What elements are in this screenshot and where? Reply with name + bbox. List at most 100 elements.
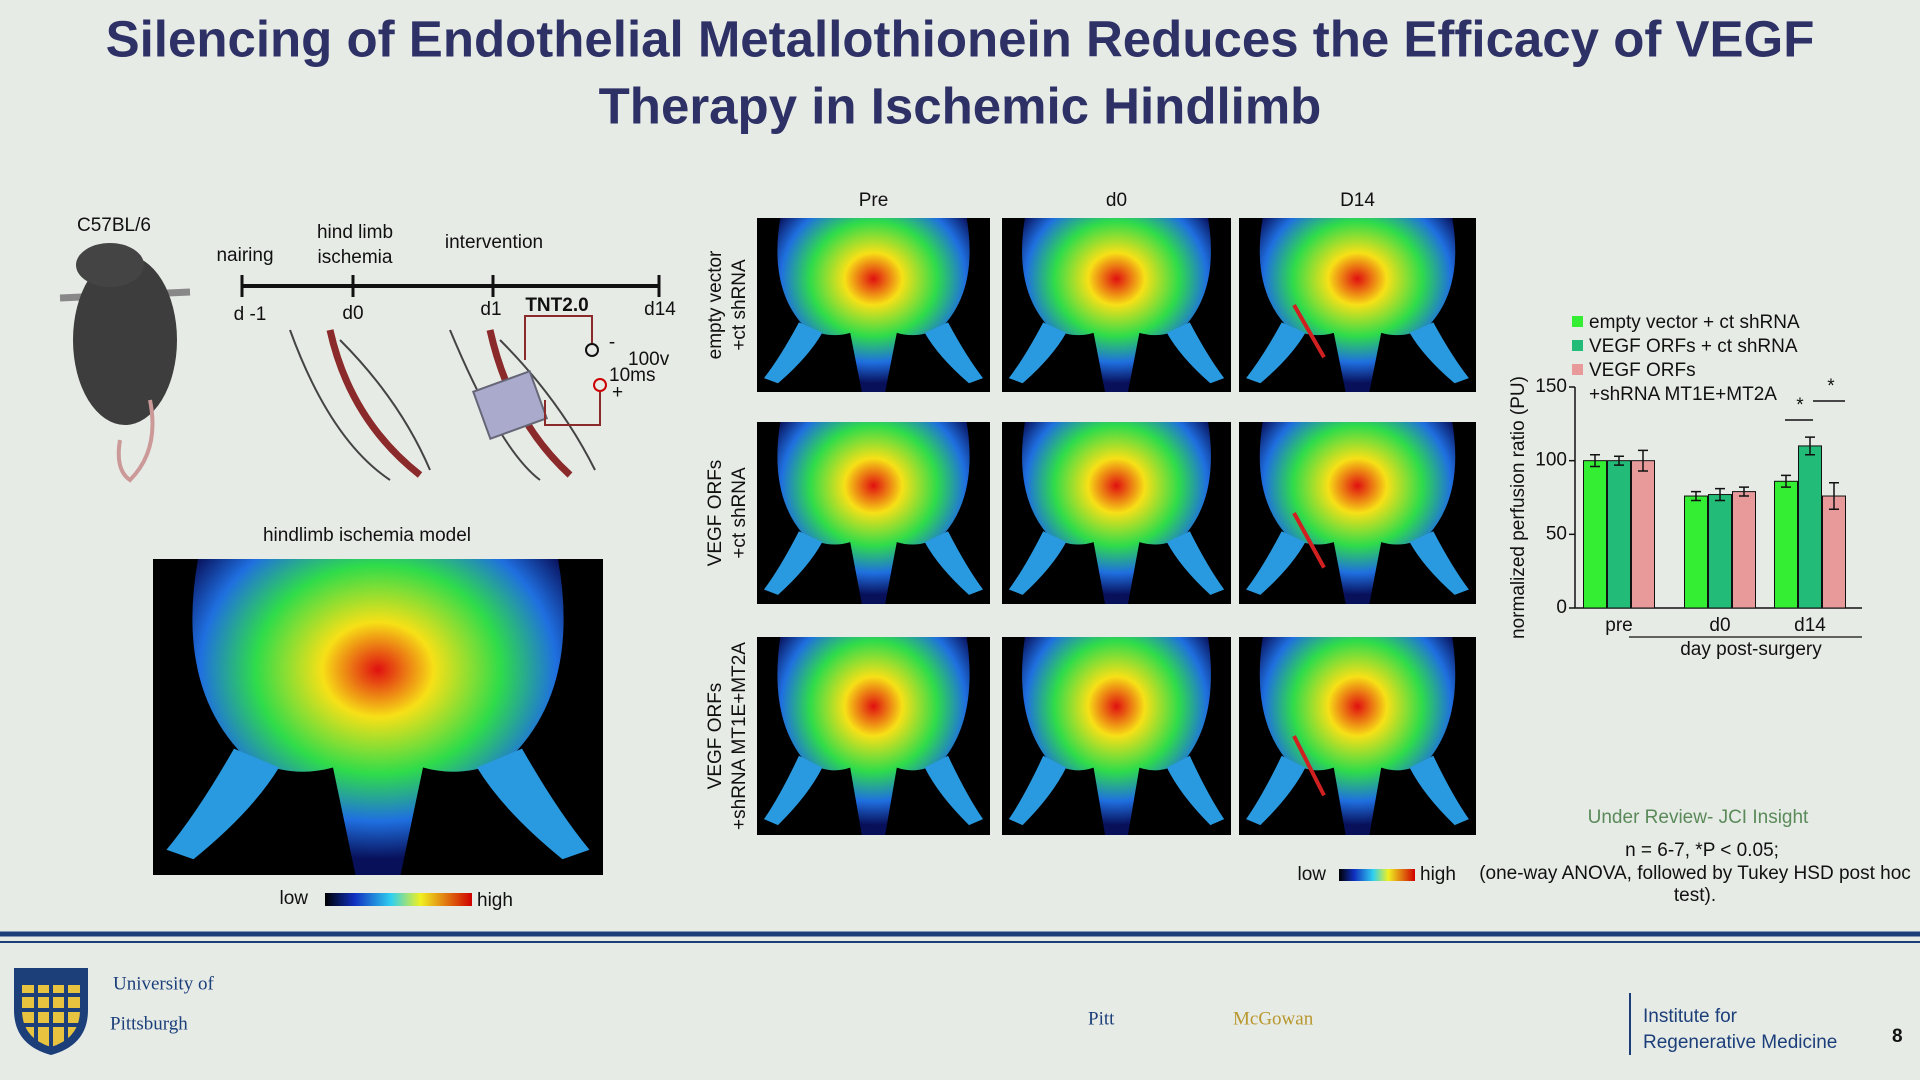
legend-item: VEGF ORFs +shRNA MT1E+MT2A — [1572, 359, 1800, 407]
mcgowan-logo: McGowan — [1233, 1008, 1314, 1029]
y-tick-label: 50 — [1546, 523, 1567, 544]
row-label: +shRNA MT1E+MT2A — [729, 642, 750, 830]
error-bar — [1715, 487, 1725, 502]
timeline-ticks — [240, 275, 661, 297]
title: Therapy in Ischemic Hindlimb — [599, 77, 1322, 134]
bar — [1774, 480, 1798, 609]
arrow — [1292, 735, 1326, 797]
y-tick-label: 150 — [1535, 376, 1567, 397]
device: TNT2.0 — [525, 295, 588, 316]
institute: Regenerative Medicine — [1643, 1032, 1837, 1053]
review-note: Under Review- JCI Insight — [1588, 807, 1809, 828]
error-bar — [1805, 436, 1815, 456]
scan-image — [757, 218, 990, 392]
row-label: VEGF ORFs — [705, 683, 726, 790]
arrow — [1292, 512, 1326, 569]
y-tick-label: 100 — [1535, 450, 1567, 471]
column-label: D14 — [1340, 190, 1375, 211]
y-tick-label: 0 — [1556, 597, 1567, 618]
column-label: d0 — [1106, 190, 1127, 211]
pitt-logo: Pitt — [1088, 1008, 1115, 1029]
limb-sketch — [289, 315, 607, 481]
model-title: hindlimb ischemia model — [263, 525, 471, 546]
electrode-label: 10ms — [609, 365, 655, 386]
colorbar-low: low — [1297, 864, 1326, 885]
day: d0 — [342, 303, 363, 324]
institute: Institute for — [1643, 1006, 1738, 1027]
step: nairing — [216, 245, 273, 266]
bar — [1631, 460, 1655, 609]
row-label: VEGF ORFs — [705, 460, 726, 567]
scan-image — [1002, 218, 1231, 392]
step: ischemia — [318, 247, 393, 268]
row-label: empty vector — [705, 250, 726, 359]
error-bar — [1590, 454, 1600, 468]
legend-swatch — [1572, 316, 1583, 327]
electrode-label: + — [612, 382, 623, 403]
error-bar — [1691, 490, 1701, 502]
legend-label: VEGF ORFs +shRNA MT1E+MT2A — [1589, 360, 1777, 405]
error-bar — [1614, 455, 1624, 466]
arrow — [1292, 304, 1326, 359]
day: d -1 — [234, 304, 267, 325]
legend-item: VEGF ORFs + ct shRNA — [1572, 335, 1800, 359]
row-label: +ct shRNA — [729, 467, 750, 559]
step: intervention — [445, 232, 543, 253]
university: Pittsburgh — [110, 1013, 188, 1034]
strain: C57BL/6 — [77, 215, 151, 236]
bar — [1583, 460, 1607, 609]
scan-image — [1239, 422, 1476, 604]
x-axis-label: day post-surgery — [1680, 639, 1822, 660]
stats-note: n = 6-7, *P < 0.05; — [1625, 840, 1779, 861]
step: hind limb — [317, 222, 393, 243]
x-tick-label: d0 — [1709, 615, 1730, 636]
error-bar — [1739, 486, 1749, 497]
university: University of — [113, 973, 214, 994]
bar — [1798, 445, 1822, 609]
scan-image — [1239, 637, 1476, 835]
column-label: Pre — [859, 190, 889, 211]
error-bar — [1781, 474, 1791, 488]
legend-item: empty vector + ct shRNA — [1572, 311, 1800, 335]
scan-image — [757, 422, 990, 604]
electrode-label: - — [609, 332, 615, 353]
significance: * — [1827, 376, 1835, 397]
scan-image — [1002, 637, 1231, 835]
colorbar — [325, 893, 472, 906]
significance: * — [1796, 395, 1804, 416]
y-axis-label: normalized perfusion ratio (PU) — [1508, 376, 1529, 639]
scan-image — [757, 637, 990, 835]
colorbar-low: low — [279, 888, 308, 909]
legend-swatch — [1572, 364, 1583, 375]
model-image — [153, 559, 603, 875]
bar — [1607, 460, 1631, 609]
pitt-shield — [14, 968, 88, 1055]
bar — [1708, 494, 1732, 609]
electrode-label: 100v — [628, 349, 670, 370]
scan-image — [1239, 218, 1476, 392]
stats-note: (one-way ANOVA, followed by Tukey HSD po… — [1479, 863, 1911, 906]
title: Silencing of Endothelial Metallothionein… — [106, 10, 1815, 67]
colorbar-high: high — [477, 890, 513, 911]
x-tick-label: pre — [1605, 615, 1632, 636]
colorbar — [1339, 869, 1415, 881]
page-number: 8 — [1892, 1026, 1903, 1047]
bar — [1732, 491, 1756, 609]
scan-image — [1002, 422, 1231, 604]
error-bar — [1829, 482, 1839, 511]
day: d1 — [480, 299, 501, 320]
mouse — [59, 243, 191, 483]
row-label: +ct shRNA — [729, 259, 750, 351]
error-bar — [1638, 449, 1648, 472]
colorbar-high: high — [1420, 864, 1456, 885]
x-tick-label: d14 — [1794, 615, 1826, 636]
bar-chart: 0 50 100 150 normalized perfusion ratio (PU)… — [1508, 376, 1862, 660]
legend-swatch — [1572, 340, 1583, 351]
bar — [1684, 495, 1708, 609]
legend-label: empty vector + ct shRNA — [1589, 312, 1800, 333]
legend-label: VEGF ORFs + ct shRNA — [1589, 336, 1798, 357]
day: d14 — [644, 299, 676, 320]
